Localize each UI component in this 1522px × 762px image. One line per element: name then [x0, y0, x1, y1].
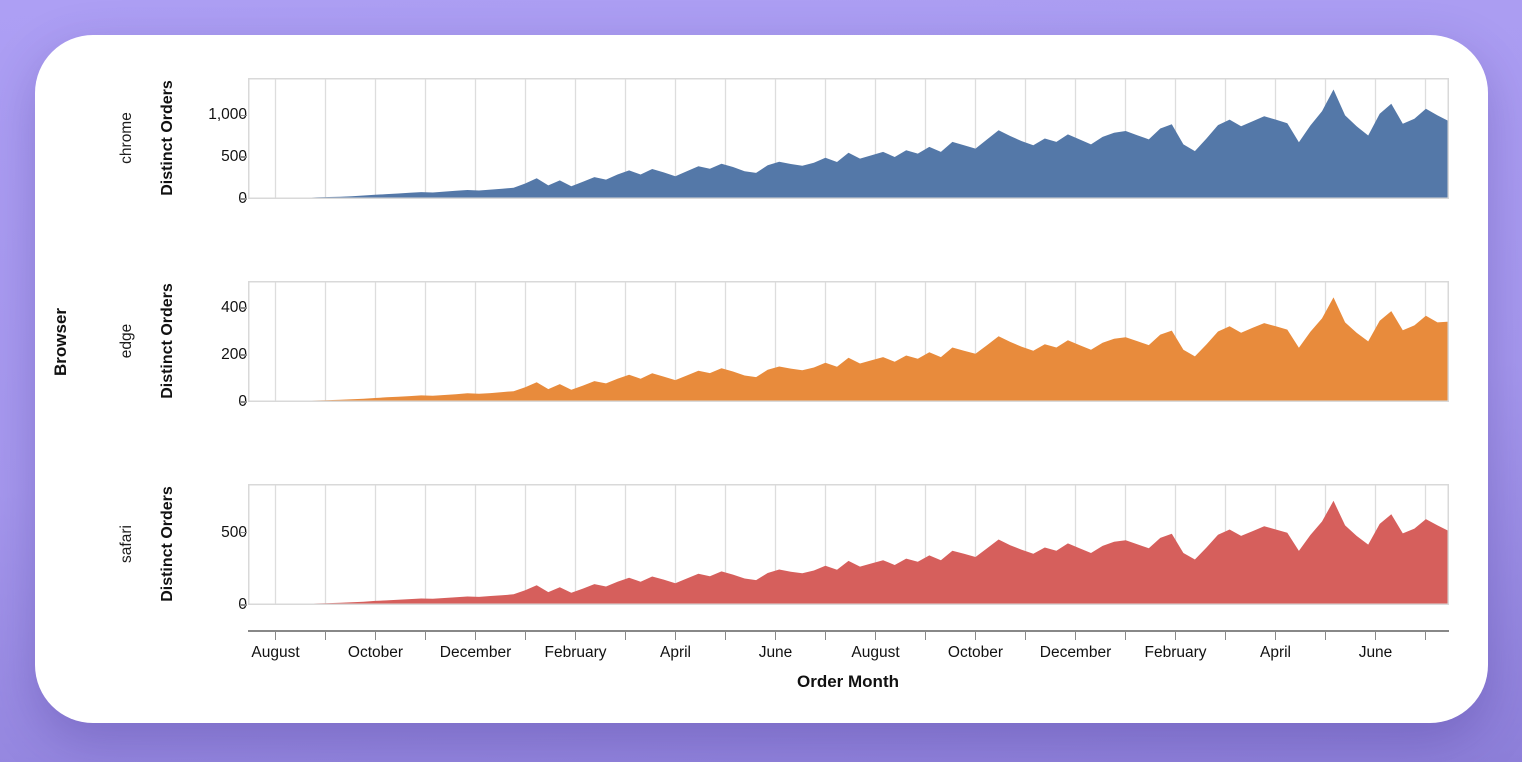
y-tick-mark [240, 156, 247, 158]
y-tick-label: 400 [221, 299, 247, 317]
facet-axis-title: Browser [51, 307, 70, 377]
chart-card: Browser chrome Distinct Orders 0 500 1,000… [35, 35, 1488, 723]
x-tick-mark [1374, 632, 1377, 640]
x-tick-mark [924, 632, 927, 640]
x-tick-mark [374, 632, 377, 640]
x-tick-label: February [544, 644, 607, 661]
x-tick-mark [824, 632, 827, 640]
x-tick-mark [1324, 632, 1327, 640]
y-tick-mark [240, 198, 247, 200]
x-tick-mark [624, 632, 627, 640]
x-tick-label: August [251, 644, 300, 661]
x-tick-mark [724, 632, 727, 640]
y-tick-mark [240, 307, 247, 309]
x-tick-mark [324, 632, 327, 640]
x-axis-title: Order Month [797, 672, 899, 691]
y-tick-mark [240, 401, 247, 403]
x-tick-mark [474, 632, 477, 640]
area-plot-safari [248, 484, 1449, 605]
y-tick-mark [240, 114, 247, 116]
x-tick-mark [1124, 632, 1127, 640]
x-tick-label: August [851, 644, 900, 661]
facet-label-safari: safari [118, 525, 135, 563]
x-tick-mark [1224, 632, 1227, 640]
x-tick-label: February [1144, 644, 1207, 661]
y-axis-title: Distinct Orders [159, 80, 176, 196]
x-tick-mark [424, 632, 427, 640]
facet-label-chrome: chrome [118, 112, 135, 164]
x-tick-mark [1074, 632, 1077, 640]
x-tick-mark [974, 632, 977, 640]
x-tick-mark [774, 632, 777, 640]
x-tick-mark [1174, 632, 1177, 640]
y-tick-mark [240, 531, 247, 534]
x-tick-mark [574, 632, 577, 640]
area-plot-chrome [248, 78, 1449, 199]
y-tick-label: 500 [221, 523, 247, 541]
facet-label-edge: edge [118, 323, 135, 359]
x-tick-label: December [1039, 644, 1112, 661]
y-tick-label: 0 [173, 189, 247, 209]
x-tick-label: June [1358, 644, 1393, 661]
x-tick-mark [1424, 632, 1427, 640]
y-tick-label: 0 [173, 392, 247, 412]
y-tick-mark [240, 604, 247, 606]
x-tick-label: June [758, 644, 793, 661]
y-tick-mark [240, 354, 247, 356]
x-tick-mark [1274, 632, 1277, 640]
x-tick-label: October [947, 644, 1004, 661]
x-tick-mark [1024, 632, 1027, 640]
x-tick-mark [674, 632, 677, 640]
x-tick-mark [274, 632, 277, 640]
x-tick-label: December [439, 644, 512, 661]
area-plot-edge [248, 281, 1449, 402]
x-tick-label: October [347, 644, 404, 661]
y-tick-label: 500 [221, 148, 247, 166]
y-tick-label: 1,000 [208, 106, 247, 124]
x-tick-mark [874, 632, 877, 640]
x-axis-line [248, 630, 1449, 632]
x-tick-mark [524, 632, 527, 640]
y-tick-label: 200 [221, 346, 247, 363]
y-axis-title: Distinct Orders [159, 486, 176, 602]
y-tick-label: 0 [173, 595, 247, 615]
x-tick-label: April [659, 644, 692, 661]
x-tick-label: April [1259, 644, 1292, 661]
